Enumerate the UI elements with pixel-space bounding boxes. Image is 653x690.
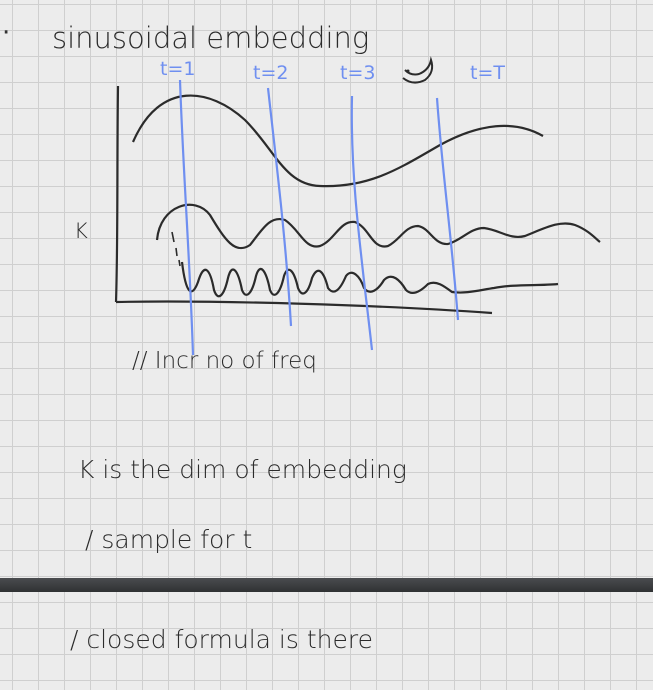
k-label: K (74, 219, 88, 243)
line-sample: / sample for t (85, 525, 252, 554)
heading-text: sinusoidal embedding (52, 21, 369, 55)
line-k-dim: K is the dim of embedding (78, 455, 407, 484)
time-line-t1 (178, 79, 195, 356)
time-label-tT: t=T (470, 62, 505, 84)
time-label-t2: t=2 (253, 62, 288, 84)
y-axis-line (114, 85, 120, 303)
notebook-page-bottom (0, 592, 653, 690)
wave-high-frequency (180, 261, 559, 298)
page-divider (0, 578, 653, 592)
wave-medium-frequency (155, 203, 601, 250)
time-label-t1: t=1 (160, 58, 195, 80)
squiggle-mark (402, 56, 434, 84)
time-line-t2 (266, 87, 293, 327)
time-label-t3: t=3 (340, 62, 375, 84)
bullet-dot: · (2, 18, 11, 48)
notebook-page-top (0, 0, 653, 578)
dotted-marks (171, 231, 181, 267)
freq-note: // Incr no of freq (132, 348, 317, 374)
line-closed-formula: / closed formula is there (70, 625, 373, 654)
time-line-t3 (350, 95, 374, 351)
time-line-tT (435, 97, 460, 321)
dot-mark (406, 69, 410, 73)
wave-low-frequency (131, 94, 544, 188)
x-axis-line (115, 300, 493, 315)
